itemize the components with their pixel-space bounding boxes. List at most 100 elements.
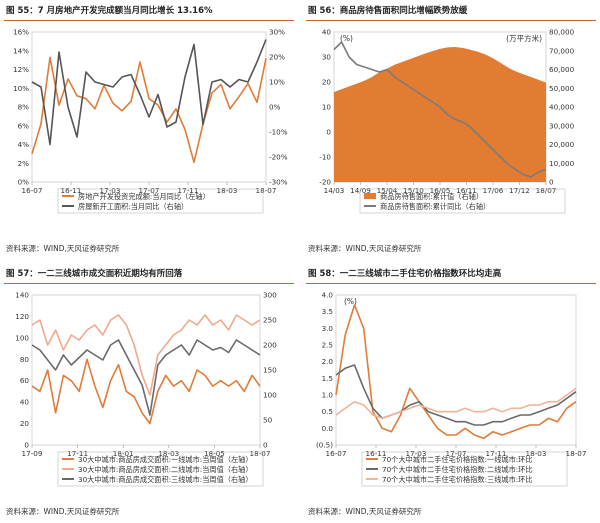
x-tick-label: 14/09 <box>350 186 371 195</box>
x-tick-label: 15/10 <box>403 186 424 195</box>
right-tick-label: 50,000 <box>549 84 575 93</box>
left-tick-label: 3.5 <box>322 307 333 316</box>
chart-svg: 0% 2% 4% 6% 8% 10% 12% 14% 16% -30% -20% -10% 0% 10% 2… <box>13 28 288 214</box>
legend-label: 30大中城市:商品房成交面积:一线城市:当周值（左轴） <box>78 455 253 464</box>
right-tick-label: 30,000 <box>549 121 575 130</box>
left-tick-label: 4% <box>18 140 30 149</box>
right-tick-label: 0% <box>269 103 281 112</box>
series-line <box>333 41 547 178</box>
legend-box <box>361 451 568 487</box>
legend-label: 房屋新开工面积:当月同比（右轴） <box>78 202 188 211</box>
right-tick-label: 30% <box>269 28 285 37</box>
left-tick-label: (0.5) <box>316 441 333 450</box>
legend-label: 房地产开发投资完成额:当月同比（左轴） <box>78 192 210 201</box>
right-tick-label: 0 <box>263 441 268 450</box>
legend-box <box>57 188 264 214</box>
left-tick-label: 120 <box>15 312 29 321</box>
left-tick-label: 0 <box>24 441 29 450</box>
chart-panel-56: 图 56：商品房待售面积同比增幅跌势放缓 -20 -10 0 10 20 30 40 0 10,… <box>306 2 596 256</box>
left-tick-label: 40 <box>322 28 332 37</box>
legend-label: 30大中城市:商品房成交面积:二线城市:当周值（右轴） <box>78 465 253 474</box>
chart-panel-58: 图 58：一二三线城市二手住宅价格指数环比均走高 (0.5) 0.0 0.5 1.0 1… <box>306 265 596 519</box>
left-tick-label: 0 <box>326 128 331 137</box>
left-tick-label: 8% <box>18 103 30 112</box>
panel-title-bar: 图 55：7 月房地产开发完成额当月同比增长 13.16% <box>4 2 294 21</box>
right-tick-label: 10,000 <box>549 159 575 168</box>
x-tick-label: 17/12 <box>509 186 530 195</box>
chart-svg: -20 -10 0 10 20 30 40 0 10,000 20,000 30,000 40,000… <box>319 28 575 214</box>
left-tick-label: 10% <box>13 84 29 93</box>
right-tick-label: 70,000 <box>549 46 575 55</box>
right-tick-label: 80,000 <box>549 28 575 37</box>
x-tick-label: 16-07 <box>326 449 347 458</box>
left-tick-label: 20 <box>322 78 332 87</box>
series-line <box>31 339 261 416</box>
panel-title: 图 58：一二三线城市二手住宅价格指数环比均走高 <box>308 269 502 279</box>
panel-title-bar: 图 58：一二三线城市二手住宅价格指数环比均走高 <box>306 265 596 284</box>
left-tick-label: 20 <box>20 419 30 428</box>
x-tick-label: 18-05 <box>204 449 225 458</box>
right-tick-label: -20% <box>269 153 288 162</box>
left-tick-label: 6% <box>18 121 30 130</box>
panel-title-bar: 图 57：一二三线城市成交面积近期均有所回落 <box>4 265 294 284</box>
x-tick-label: 17-09 <box>22 449 43 458</box>
series-line <box>31 358 261 425</box>
source-note: 资料来源：WIND,天风证券研究所 <box>308 244 422 253</box>
x-tick-label: 16/05 <box>430 186 451 195</box>
left-tick-label: 1.0 <box>322 391 334 400</box>
right-tick-label: 300 <box>263 291 277 300</box>
right-tick-label: 60,000 <box>549 65 575 74</box>
right-tick-label: 250 <box>263 316 277 325</box>
x-tick-label: 17-11 <box>486 449 507 458</box>
x-tick-label: 16-11 <box>61 186 82 195</box>
left-tick-label: -10 <box>319 153 331 162</box>
x-tick-label: 18-03 <box>526 449 547 458</box>
left-tick-label: 100 <box>15 333 29 342</box>
x-tick-label: 18-07 <box>566 449 587 458</box>
series-line <box>31 56 267 164</box>
x-tick-label: 18-03 <box>217 186 238 195</box>
left-tick-label: 2.0 <box>322 357 334 366</box>
right-tick-label: 0 <box>549 178 554 187</box>
x-tick-label: 17-03 <box>100 186 121 195</box>
left-tick-label: 16% <box>13 28 29 37</box>
series-area <box>334 47 546 182</box>
x-tick-label: 16/11 <box>456 186 477 195</box>
panel-title-bar: 图 56：商品房待售面积同比增幅跌势放缓 <box>306 2 596 21</box>
x-tick-label: 17-11 <box>67 449 88 458</box>
source-note: 资料来源：WIND,天风证券研究所 <box>308 507 422 516</box>
x-tick-label: 17-03 <box>406 449 427 458</box>
right-tick-label: 20% <box>269 53 285 62</box>
legend-box <box>359 188 566 214</box>
source-note: 资料来源：WIND,天风证券研究所 <box>6 244 120 253</box>
series-line <box>31 314 261 396</box>
legend-label: 70个大中城市二手住宅价格指数:一线城市:环比 <box>382 455 533 464</box>
left-tick-label: 3.0 <box>322 324 334 333</box>
left-tick-label: -20 <box>319 178 331 187</box>
chart-svg: 0 20 40 60 80 100 120 140 0 50 100 150 200 250 300 17-0… <box>15 291 277 487</box>
series-line <box>31 39 267 146</box>
x-tick-label: 18/07 <box>536 186 557 195</box>
series-line <box>335 304 577 440</box>
right-tick-label: -30% <box>269 178 288 187</box>
left-tick-label: 30 <box>322 53 332 62</box>
right-tick-label: 50 <box>263 416 273 425</box>
left-unit-label: (%) <box>340 34 353 43</box>
unit-label: (%) <box>344 297 357 306</box>
left-tick-label: 14% <box>13 46 29 55</box>
right-tick-label: 40,000 <box>549 103 575 112</box>
left-tick-label: 2.5 <box>322 341 333 350</box>
legend-box <box>57 451 264 487</box>
legend-swatch <box>364 193 376 199</box>
panel-title: 图 55：7 月房地产开发完成额当月同比增长 13.16% <box>6 6 213 16</box>
left-tick-label: 1.5 <box>322 374 333 383</box>
left-tick-label: 12% <box>13 65 29 74</box>
x-tick-label: 17/06 <box>483 186 504 195</box>
left-tick-label: 140 <box>15 291 29 300</box>
x-tick-label: 14/03 <box>324 186 345 195</box>
x-tick-label: 18-01 <box>113 449 134 458</box>
x-tick-label: 15/04 <box>377 186 398 195</box>
x-tick-label: 17-11 <box>178 186 199 195</box>
panel-title: 图 56：商品房待售面积同比增幅跌势放缓 <box>308 6 468 16</box>
legend-label: 30大中城市:商品房成交面积:三线城市:当周值（右轴） <box>78 475 253 484</box>
